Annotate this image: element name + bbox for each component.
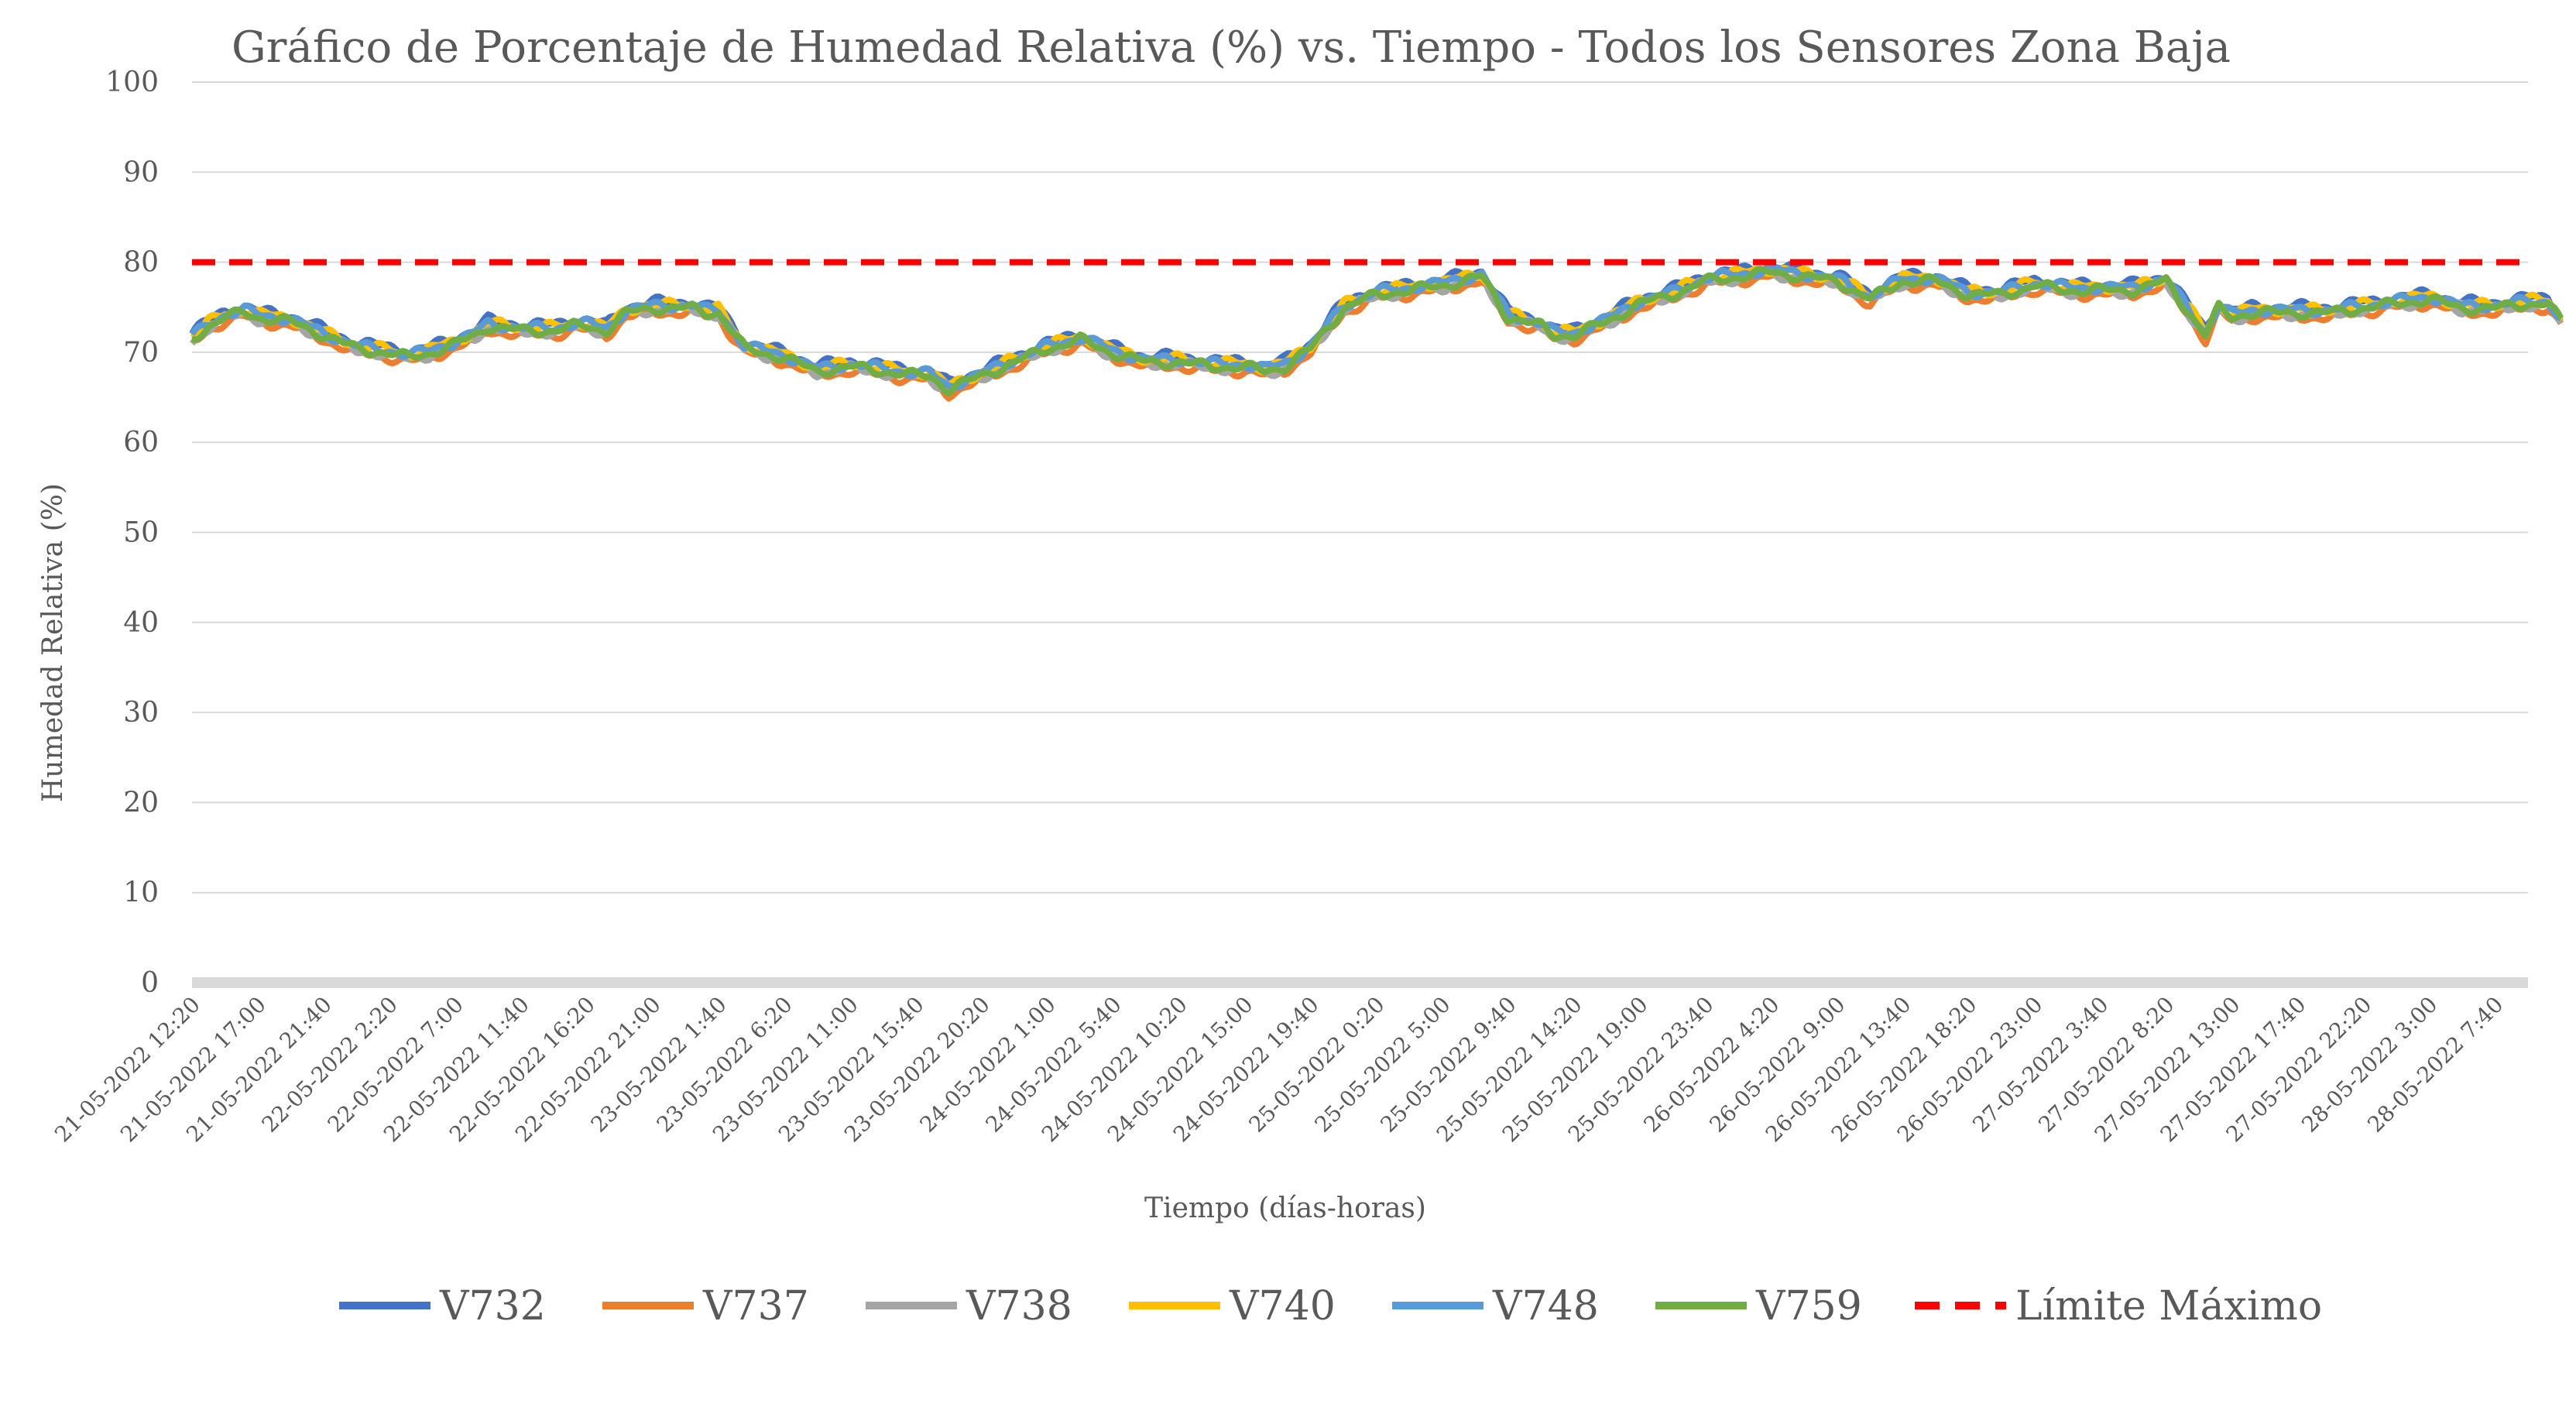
x-axis-title: Tiempo (días-horas) (1144, 1193, 1426, 1224)
series-lines (189, 259, 2564, 402)
series-v759-line (191, 266, 2564, 397)
y-tick-label: 0 (141, 967, 159, 999)
legend-label: V732 (439, 1283, 546, 1330)
y-tick-label: 30 (123, 697, 159, 729)
y-tick-label: 20 (123, 787, 159, 818)
y-tick-label: 40 (123, 607, 159, 639)
legend-label: V738 (966, 1283, 1072, 1330)
y-axis-ticks: 0 10 20 30 40 50 60 70 80 90 100 (105, 67, 159, 999)
legend-label: V759 (1755, 1283, 1862, 1330)
legend-label: V748 (1492, 1283, 1599, 1330)
y-tick-label: 50 (123, 517, 159, 549)
y-tick-label: 10 (123, 877, 159, 909)
legend: V732 V737 V738 V740 V748 V759 Límite Máximo (339, 1283, 2322, 1330)
y-tick-label: 90 (123, 156, 159, 188)
legend-label: V740 (1229, 1283, 1336, 1330)
y-tick-label: 100 (105, 67, 159, 98)
legend-label: V737 (702, 1283, 809, 1330)
y-tick-label: 60 (123, 427, 159, 458)
legend-label: Límite Máximo (2015, 1283, 2322, 1330)
y-axis-title: Humedad Relativa (%) (37, 483, 69, 802)
y-tick-label: 70 (123, 337, 159, 369)
chart-title: Gráfico de Porcentaje de Humedad Relativ… (232, 22, 2231, 73)
y-tick-label: 80 (123, 247, 159, 279)
